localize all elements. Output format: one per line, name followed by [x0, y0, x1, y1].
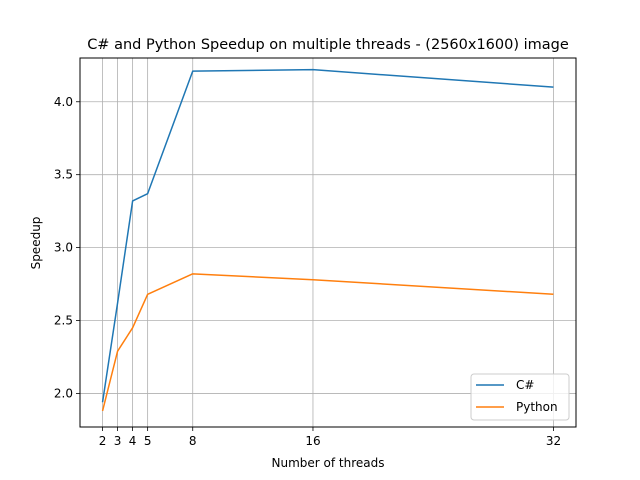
- x-tick-label: 32: [546, 434, 561, 448]
- series-lines: [101, 68, 554, 412]
- x-axis-ticks: 2 3 4 5 8 16 32: [99, 427, 561, 448]
- x-tick-label: 4: [129, 434, 137, 448]
- grid-lines: [80, 58, 576, 427]
- y-axis-ticks: 2.0 2.5 3.0 3.5 4.0: [54, 95, 80, 400]
- series-line-csharp: [101, 68, 554, 403]
- x-tick-label: 8: [189, 434, 197, 448]
- chart-title: C# and Python Speedup on multiple thread…: [87, 37, 569, 53]
- y-axis-label: Speedup: [29, 217, 43, 270]
- plot-frame: [79, 57, 577, 428]
- x-tick-label: 2: [99, 434, 107, 448]
- x-tick-label: 3: [114, 434, 122, 448]
- legend-label-python: Python: [516, 400, 558, 414]
- legend-label-csharp: C#: [516, 378, 534, 392]
- y-tick-label: 4.0: [54, 95, 73, 109]
- y-tick-label: 2.5: [54, 314, 73, 328]
- legend: C# Python: [470, 373, 570, 421]
- x-axis-label: Number of threads: [272, 456, 385, 470]
- y-tick-label: 3.5: [54, 168, 73, 182]
- x-tick-label: 5: [144, 434, 152, 448]
- x-tick-label: 16: [305, 434, 320, 448]
- y-tick-label: 3.0: [54, 241, 73, 255]
- series-line-python: [101, 273, 554, 412]
- y-tick-label: 2.0: [54, 386, 73, 400]
